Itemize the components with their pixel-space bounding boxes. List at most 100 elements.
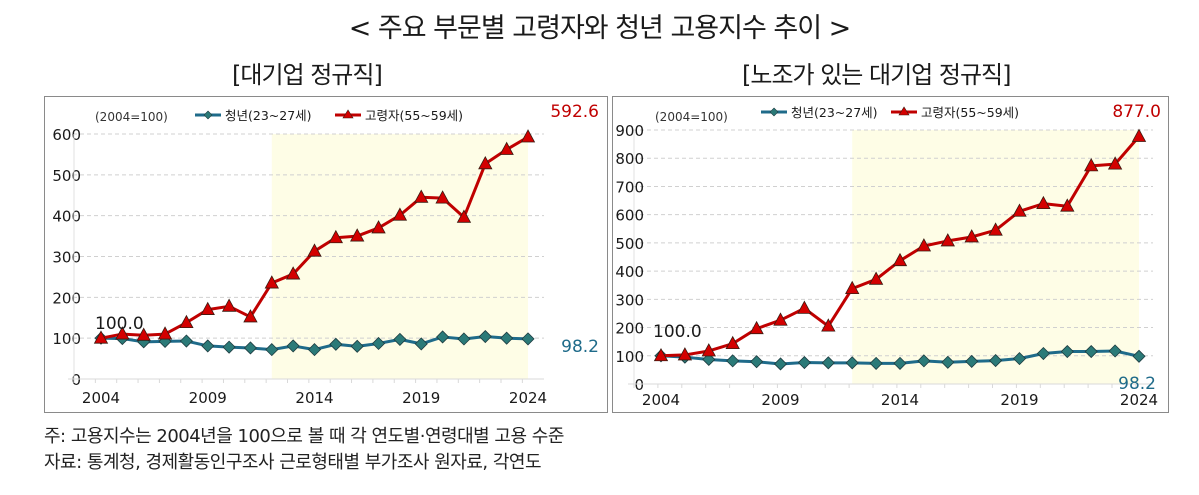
note-text: 주: 고용지수는 2004년을 100으로 볼 때 각 연도별·연령대별 고용 … xyxy=(44,426,564,447)
y-tick-label: 500 xyxy=(615,235,644,253)
elder-data-point xyxy=(701,343,716,357)
elder-data-point xyxy=(1131,128,1147,142)
y-tick-label: 500 xyxy=(52,167,81,185)
elder-data-point xyxy=(392,207,408,221)
elder-data-point xyxy=(435,190,450,204)
elder-data-point xyxy=(1084,158,1099,172)
elder-end-value-label: 877.0 xyxy=(1112,102,1161,122)
elder-data-point xyxy=(414,189,429,203)
x-tick-label: 2014 xyxy=(881,391,919,409)
y-tick-label: 200 xyxy=(615,320,644,338)
y-tick-label: 600 xyxy=(52,126,81,144)
legend-youth-label: 청년(23~27세) xyxy=(791,105,878,120)
chart-union-large-firm-regular: 0 100 200 300 400 500 600 700 800 900 2004 2009 2014… xyxy=(615,102,1161,409)
elder-data-point xyxy=(456,209,472,223)
unit-note: (2004=100) xyxy=(95,110,168,124)
elder-data-point xyxy=(653,347,669,362)
elder-data-point xyxy=(179,314,194,329)
elder-data-point xyxy=(1060,198,1075,212)
elder-data-point xyxy=(749,320,764,335)
youth-data-point xyxy=(457,332,471,346)
x-tick-label: 2019 xyxy=(402,389,440,407)
youth-data-point xyxy=(797,355,811,370)
elder-data-point xyxy=(1012,203,1027,217)
y-tick-label: 700 xyxy=(615,178,644,196)
youth-data-point xyxy=(265,343,279,357)
youth-data-point xyxy=(773,357,788,371)
youth-data-point xyxy=(393,332,407,346)
elder-data-point xyxy=(892,252,908,267)
elder-data-point xyxy=(328,229,344,244)
elder-data-point xyxy=(773,312,788,326)
chart-2-subtitle: [노조가 있는 대기업 정규직] xyxy=(742,61,1011,89)
y-tick-label: 900 xyxy=(615,122,644,140)
y-tick-label: 100 xyxy=(615,348,644,366)
youth-end-value-label: 98.2 xyxy=(1118,374,1156,394)
elder-data-point xyxy=(725,335,740,350)
elder-data-point xyxy=(868,271,884,285)
youth-data-point xyxy=(243,341,258,355)
legend-triangle-icon xyxy=(342,109,354,119)
legend-elder-label: 고령자(55~59세) xyxy=(365,108,463,123)
elder-data-point xyxy=(136,327,151,341)
x-tick-label: 2024 xyxy=(509,389,547,407)
y-tick-label: 200 xyxy=(52,289,81,307)
footnotes: 주: 고용지수는 2004년을 100으로 볼 때 각 연도별·연령대별 고용 … xyxy=(44,424,564,476)
legend-triangle-icon xyxy=(898,106,910,116)
elder-data-point xyxy=(478,155,493,170)
youth-data-point xyxy=(521,332,535,346)
youth-data-point xyxy=(286,339,300,353)
elder-data-point xyxy=(1107,156,1123,170)
y-tick-label: 0 xyxy=(634,376,644,394)
elder-data-point xyxy=(157,326,173,340)
x-tick-label: 2004 xyxy=(642,391,680,409)
youth-data-point xyxy=(307,343,322,357)
elder-data-point xyxy=(797,300,812,314)
youth-data-point xyxy=(1036,346,1050,361)
y-tick-label: 400 xyxy=(615,263,644,281)
legend-youth-label: 청년(23~27세) xyxy=(225,108,312,123)
x-tick-label: 2024 xyxy=(1120,391,1158,409)
youth-data-point xyxy=(414,337,428,351)
y-tick-label: 800 xyxy=(615,150,644,168)
chart-1-subtitle: [대기업 정규직] xyxy=(232,61,383,89)
elder-data-point xyxy=(964,229,979,243)
elder-data-point xyxy=(499,141,514,155)
youth-data-point xyxy=(371,336,386,351)
elder-data-point xyxy=(1036,195,1051,210)
elder-data-point xyxy=(115,326,130,340)
elder-data-point xyxy=(677,347,693,361)
chart-panel-union-large-firm: 0 100 200 300 400 500 600 700 800 900 2004 2009 2014… xyxy=(612,96,1169,413)
youth-data-point xyxy=(965,354,979,368)
figure-title: < 주요 부문별 고령자와 청년 고용지수 추이 > xyxy=(348,13,852,44)
elder-data-point xyxy=(264,275,279,289)
youth-data-point xyxy=(845,356,859,370)
youth-data-point xyxy=(893,356,907,370)
x-tick-label: 2014 xyxy=(295,389,333,407)
source-text: 자료: 통계청, 경제활동인구조사 근로형태별 부가조사 원자료, 각연도 xyxy=(44,452,542,473)
unit-note: (2004=100) xyxy=(655,110,728,124)
y-tick-label: 100 xyxy=(52,330,81,348)
elder-data-point xyxy=(200,301,215,315)
legend-diamond-icon xyxy=(203,110,213,120)
y-tick-label: 0 xyxy=(71,371,81,389)
chart-large-firm-regular: 0 100 200 300 400 500 600 2004 2009 2014 2019 2024 (… xyxy=(52,102,599,407)
elder-data-point xyxy=(307,243,322,257)
youth-data-point xyxy=(989,354,1003,368)
y-tick-label: 400 xyxy=(52,208,81,226)
x-tick-label: 2009 xyxy=(761,391,799,409)
youth-data-point xyxy=(350,339,364,353)
youth-data-point xyxy=(1060,344,1074,359)
youth-data-point xyxy=(1012,352,1027,366)
youth-data-point xyxy=(941,355,955,369)
x-tick-label: 2019 xyxy=(1000,391,1038,409)
legend-elder-label: 고령자(55~59세) xyxy=(921,105,1019,120)
elder-data-point xyxy=(988,222,1003,236)
youth-data-point xyxy=(702,352,716,367)
youth-data-point xyxy=(478,329,492,344)
youth-end-value-label: 98.2 xyxy=(561,337,599,357)
y-tick-label: 600 xyxy=(615,207,644,225)
youth-data-point xyxy=(1108,344,1122,358)
youth-data-point xyxy=(917,354,931,368)
x-tick-label: 2009 xyxy=(189,389,227,407)
